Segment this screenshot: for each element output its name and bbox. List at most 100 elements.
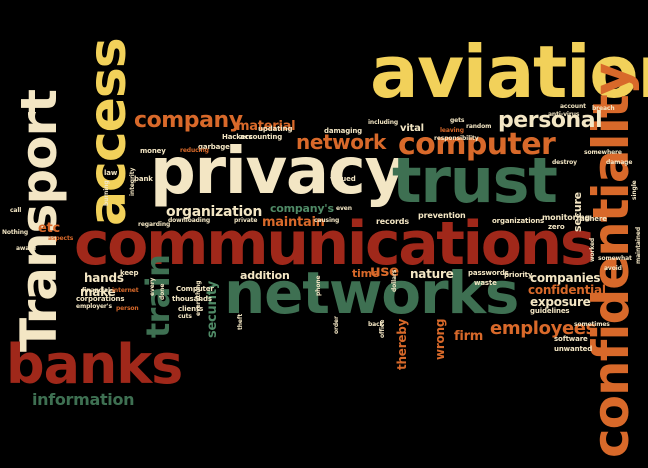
word-aspects: aspects bbox=[48, 235, 74, 242]
word-accounting: accounting bbox=[240, 133, 283, 141]
word-prevention: prevention bbox=[418, 211, 466, 220]
word-every: every bbox=[149, 277, 156, 296]
word-somewhere: somewhere bbox=[584, 149, 622, 156]
word-company: company bbox=[134, 108, 243, 133]
word-account: account bbox=[560, 103, 586, 110]
word-organization: organization bbox=[166, 204, 263, 220]
word-burning: burning bbox=[103, 180, 110, 206]
word-breach: breach bbox=[592, 105, 615, 112]
word-order: order bbox=[333, 316, 340, 334]
word-responsibility: responsibility bbox=[434, 135, 479, 142]
word-downloading: downloading bbox=[168, 217, 211, 224]
word-privacy: privacy bbox=[150, 135, 406, 209]
word-integrity: integrity bbox=[129, 167, 136, 196]
word-vital: vital bbox=[400, 123, 424, 134]
word-guidelines: guidelines bbox=[530, 307, 570, 315]
word-aware: aware bbox=[16, 245, 37, 252]
word-cuts: cuts bbox=[178, 313, 192, 320]
word-damaging: damaging bbox=[324, 127, 363, 135]
word-corporations: corporations bbox=[76, 295, 125, 303]
word-time: time bbox=[352, 267, 380, 280]
word-money: money bbox=[140, 147, 166, 155]
word-person: person bbox=[116, 305, 139, 312]
word-software: software bbox=[554, 335, 588, 343]
word-maintained: maintained bbox=[635, 226, 642, 264]
word-confidential: confidential bbox=[528, 283, 606, 297]
word-companys: company's bbox=[270, 202, 334, 215]
word-addition: addition bbox=[240, 269, 290, 282]
word-sometimes: sometimes bbox=[574, 321, 610, 328]
word-including: including bbox=[368, 119, 399, 126]
word-maintain: maintain bbox=[262, 215, 325, 230]
word-regarding: regarding bbox=[138, 221, 171, 228]
word-companies: companies bbox=[530, 271, 601, 285]
word-information: information bbox=[32, 390, 135, 409]
word-employees: employees bbox=[490, 318, 597, 339]
word-clients: clients bbox=[178, 305, 204, 313]
word-make: make bbox=[80, 285, 116, 299]
word-organizations: organizations bbox=[492, 217, 545, 225]
word-reducing: reducing bbox=[180, 147, 209, 154]
word-unwanted: unwanted bbox=[554, 345, 593, 353]
word-thereby: thereby bbox=[395, 318, 409, 370]
word-monitoring: monitoring bbox=[542, 213, 591, 222]
word-gets: gets bbox=[450, 117, 465, 124]
word-adhere: adhere bbox=[580, 215, 607, 223]
word-computer-small: Computer bbox=[176, 285, 214, 293]
word-back: back bbox=[368, 321, 384, 328]
word-passwords: passwords bbox=[468, 269, 509, 277]
word-dollars: dollars bbox=[391, 269, 398, 292]
word-communications: communications bbox=[74, 209, 596, 279]
word-nothing: Nothing bbox=[2, 229, 29, 236]
word-internet: internet bbox=[112, 287, 139, 294]
word-personal: personal bbox=[498, 108, 603, 133]
word-aviation: aviation bbox=[370, 30, 648, 114]
word-use: use bbox=[370, 262, 399, 280]
word-hands: hands bbox=[84, 271, 124, 285]
word-computer: computer bbox=[398, 127, 556, 162]
word-train: train bbox=[139, 254, 177, 338]
word-material: material bbox=[236, 119, 296, 134]
word-hackers: Hackers bbox=[222, 133, 253, 141]
word-network: network bbox=[296, 130, 386, 154]
word-everything: everything bbox=[195, 280, 202, 316]
word-law: law bbox=[104, 169, 118, 177]
word-causing: causing bbox=[314, 217, 340, 224]
word-avoid: avoid bbox=[604, 265, 622, 272]
word-destroy: destroy bbox=[552, 159, 577, 166]
word-nature: nature bbox=[410, 267, 454, 281]
word-anti-virus: anti-virus bbox=[548, 111, 580, 118]
word-trust: trust bbox=[392, 144, 558, 217]
word-updating: updating bbox=[258, 125, 293, 133]
word-even: even bbox=[336, 205, 352, 212]
word-priority: priority bbox=[504, 271, 533, 279]
word-networks: networks bbox=[224, 259, 519, 327]
word-damage: damage bbox=[606, 159, 633, 166]
word-banks: banks bbox=[6, 333, 183, 396]
word-office: office bbox=[379, 319, 386, 338]
word-waste: waste bbox=[474, 279, 497, 287]
word-somewhat: somewhat bbox=[598, 255, 632, 262]
word-private: private bbox=[234, 217, 258, 224]
word-etc: etc bbox=[38, 221, 60, 236]
word-single: single bbox=[631, 180, 638, 200]
word-done: done bbox=[159, 283, 166, 300]
word-garbage: garbage bbox=[198, 143, 230, 151]
word-exposure: exposure bbox=[530, 295, 591, 309]
word-call: call bbox=[10, 207, 22, 214]
word-firm: firm bbox=[454, 329, 484, 344]
word-keep: keep bbox=[120, 269, 139, 277]
word-zero: zero bbox=[548, 223, 565, 231]
word-thousands: thousands bbox=[172, 295, 212, 303]
word-random: random bbox=[466, 123, 492, 130]
word-valued: valued bbox=[330, 175, 356, 183]
word-wrong: wrong bbox=[433, 318, 447, 360]
word-records: records bbox=[376, 217, 409, 226]
word-worked: worked bbox=[589, 237, 596, 262]
word-employers: employer's bbox=[76, 303, 112, 310]
word-financial: financial bbox=[82, 287, 110, 294]
word-bank: bank bbox=[134, 175, 153, 183]
word-phone: phone bbox=[315, 275, 322, 296]
word-leaving: leaving bbox=[440, 127, 464, 134]
